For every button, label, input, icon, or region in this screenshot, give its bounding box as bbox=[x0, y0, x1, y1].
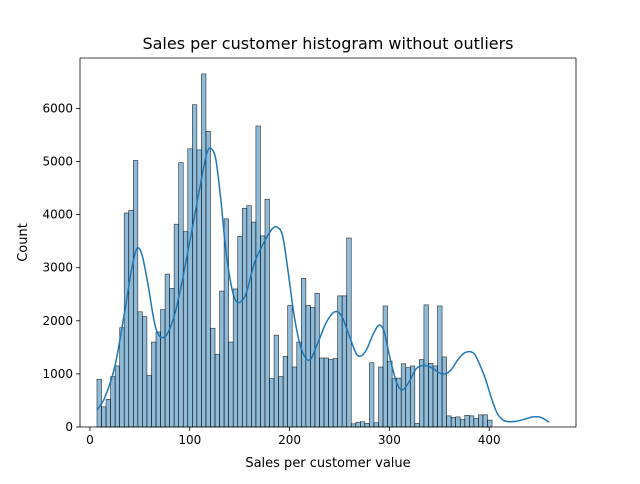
histogram-bar bbox=[128, 210, 134, 428]
x-tick-label: 300 bbox=[378, 433, 401, 447]
y-tick-label: 0 bbox=[65, 420, 73, 434]
histogram-bar bbox=[187, 148, 193, 428]
y-tick-label: 3000 bbox=[42, 261, 73, 275]
histogram-bar bbox=[119, 327, 125, 428]
histogram-bar bbox=[192, 104, 198, 428]
histogram-bar bbox=[382, 305, 388, 428]
histogram-bar bbox=[341, 295, 348, 428]
histogram-bar bbox=[414, 422, 420, 428]
histogram-bar bbox=[432, 365, 438, 428]
histogram-bar bbox=[487, 419, 493, 428]
y-tick-label: 2000 bbox=[42, 314, 73, 328]
histogram-bar bbox=[251, 221, 257, 428]
histogram-bar bbox=[269, 378, 275, 428]
histogram-bar bbox=[96, 378, 102, 428]
histogram-bar bbox=[110, 376, 116, 428]
histogram-bar bbox=[364, 422, 370, 428]
y-tick-label: 6000 bbox=[42, 101, 73, 115]
histogram-bar bbox=[400, 363, 407, 428]
histogram-bar bbox=[469, 415, 475, 428]
histogram-bar bbox=[473, 418, 479, 428]
histogram-bar bbox=[455, 416, 461, 428]
histogram-bar bbox=[105, 399, 111, 428]
histogram-bar bbox=[146, 375, 152, 428]
chart-title: Sales per customer histogram without out… bbox=[142, 34, 513, 53]
x-tick-label: 400 bbox=[478, 433, 501, 447]
histogram-bar bbox=[173, 223, 180, 428]
x-tick-label: 100 bbox=[178, 433, 201, 447]
y-axis-ticks: 0 1000 2000 3000 4000 5000 6000 bbox=[42, 101, 80, 434]
histogram-bar bbox=[255, 125, 261, 428]
histogram-bar bbox=[459, 419, 466, 428]
histogram-bar bbox=[164, 273, 170, 428]
histogram-bar bbox=[378, 366, 384, 428]
histogram-bar bbox=[441, 356, 447, 428]
histogram-bar bbox=[287, 305, 293, 428]
histogram-bar bbox=[360, 421, 366, 428]
histogram-bar bbox=[210, 327, 216, 428]
histogram-bar bbox=[155, 331, 161, 428]
y-tick-label: 4000 bbox=[42, 208, 73, 222]
x-axis-label: Sales per customer value bbox=[245, 456, 410, 471]
histogram-bar bbox=[319, 357, 325, 428]
histogram-bar bbox=[369, 362, 375, 428]
histogram-bar bbox=[151, 341, 157, 428]
histogram-bar bbox=[278, 376, 284, 428]
histogram-bar bbox=[387, 360, 393, 428]
histogram-bar bbox=[464, 415, 470, 428]
histogram-bar bbox=[373, 422, 379, 428]
histogram-bar bbox=[478, 414, 484, 428]
histogram-bar bbox=[296, 341, 302, 428]
x-axis-ticks: 0 100 200 300 400 bbox=[86, 427, 501, 447]
histogram-bar bbox=[214, 353, 220, 428]
histogram-bar bbox=[310, 307, 316, 428]
histogram-bar bbox=[201, 73, 207, 428]
x-tick-label: 200 bbox=[278, 433, 301, 447]
histogram-bar bbox=[237, 236, 243, 428]
histogram-bar bbox=[282, 356, 288, 428]
y-tick-label: 5000 bbox=[42, 155, 73, 169]
histogram-bar bbox=[314, 292, 320, 428]
histogram-bar bbox=[437, 305, 443, 428]
histogram-bar bbox=[241, 207, 248, 428]
y-tick-label: 1000 bbox=[42, 367, 73, 381]
histogram-bar bbox=[205, 130, 211, 428]
histogram-bar bbox=[428, 362, 434, 428]
histogram-bar bbox=[142, 316, 148, 428]
histogram-bar bbox=[328, 359, 334, 428]
kde-curve bbox=[96, 147, 550, 423]
histogram-bar bbox=[323, 357, 329, 428]
histogram-bar bbox=[169, 288, 175, 428]
histogram-bar bbox=[123, 212, 130, 428]
histogram-bar bbox=[260, 235, 266, 428]
histogram-bar bbox=[350, 423, 357, 428]
histogram-bar bbox=[232, 288, 239, 428]
histogram-bar bbox=[114, 365, 120, 428]
histogram-bar bbox=[137, 311, 143, 428]
histogram-bar bbox=[228, 341, 234, 428]
histogram-bar bbox=[291, 366, 298, 428]
histogram-bar bbox=[391, 378, 397, 428]
histogram-bar bbox=[160, 309, 166, 428]
histogram-bar bbox=[450, 417, 456, 428]
histogram-bar bbox=[482, 414, 488, 428]
histogram-bar bbox=[419, 359, 425, 428]
histogram-bar bbox=[246, 205, 252, 428]
histogram-bar bbox=[355, 421, 361, 428]
axes-frame bbox=[79, 57, 577, 428]
histogram-bar bbox=[132, 160, 139, 428]
x-tick-label: 0 bbox=[86, 433, 94, 447]
y-axis-label: Count bbox=[16, 223, 31, 262]
histogram-bar bbox=[405, 367, 411, 428]
histogram-bar bbox=[446, 415, 452, 428]
histogram-bar bbox=[273, 334, 279, 428]
histogram-bar bbox=[305, 305, 311, 428]
histogram-bar bbox=[219, 290, 225, 428]
histogram-bar bbox=[332, 358, 338, 428]
histogram-bar bbox=[101, 406, 107, 428]
